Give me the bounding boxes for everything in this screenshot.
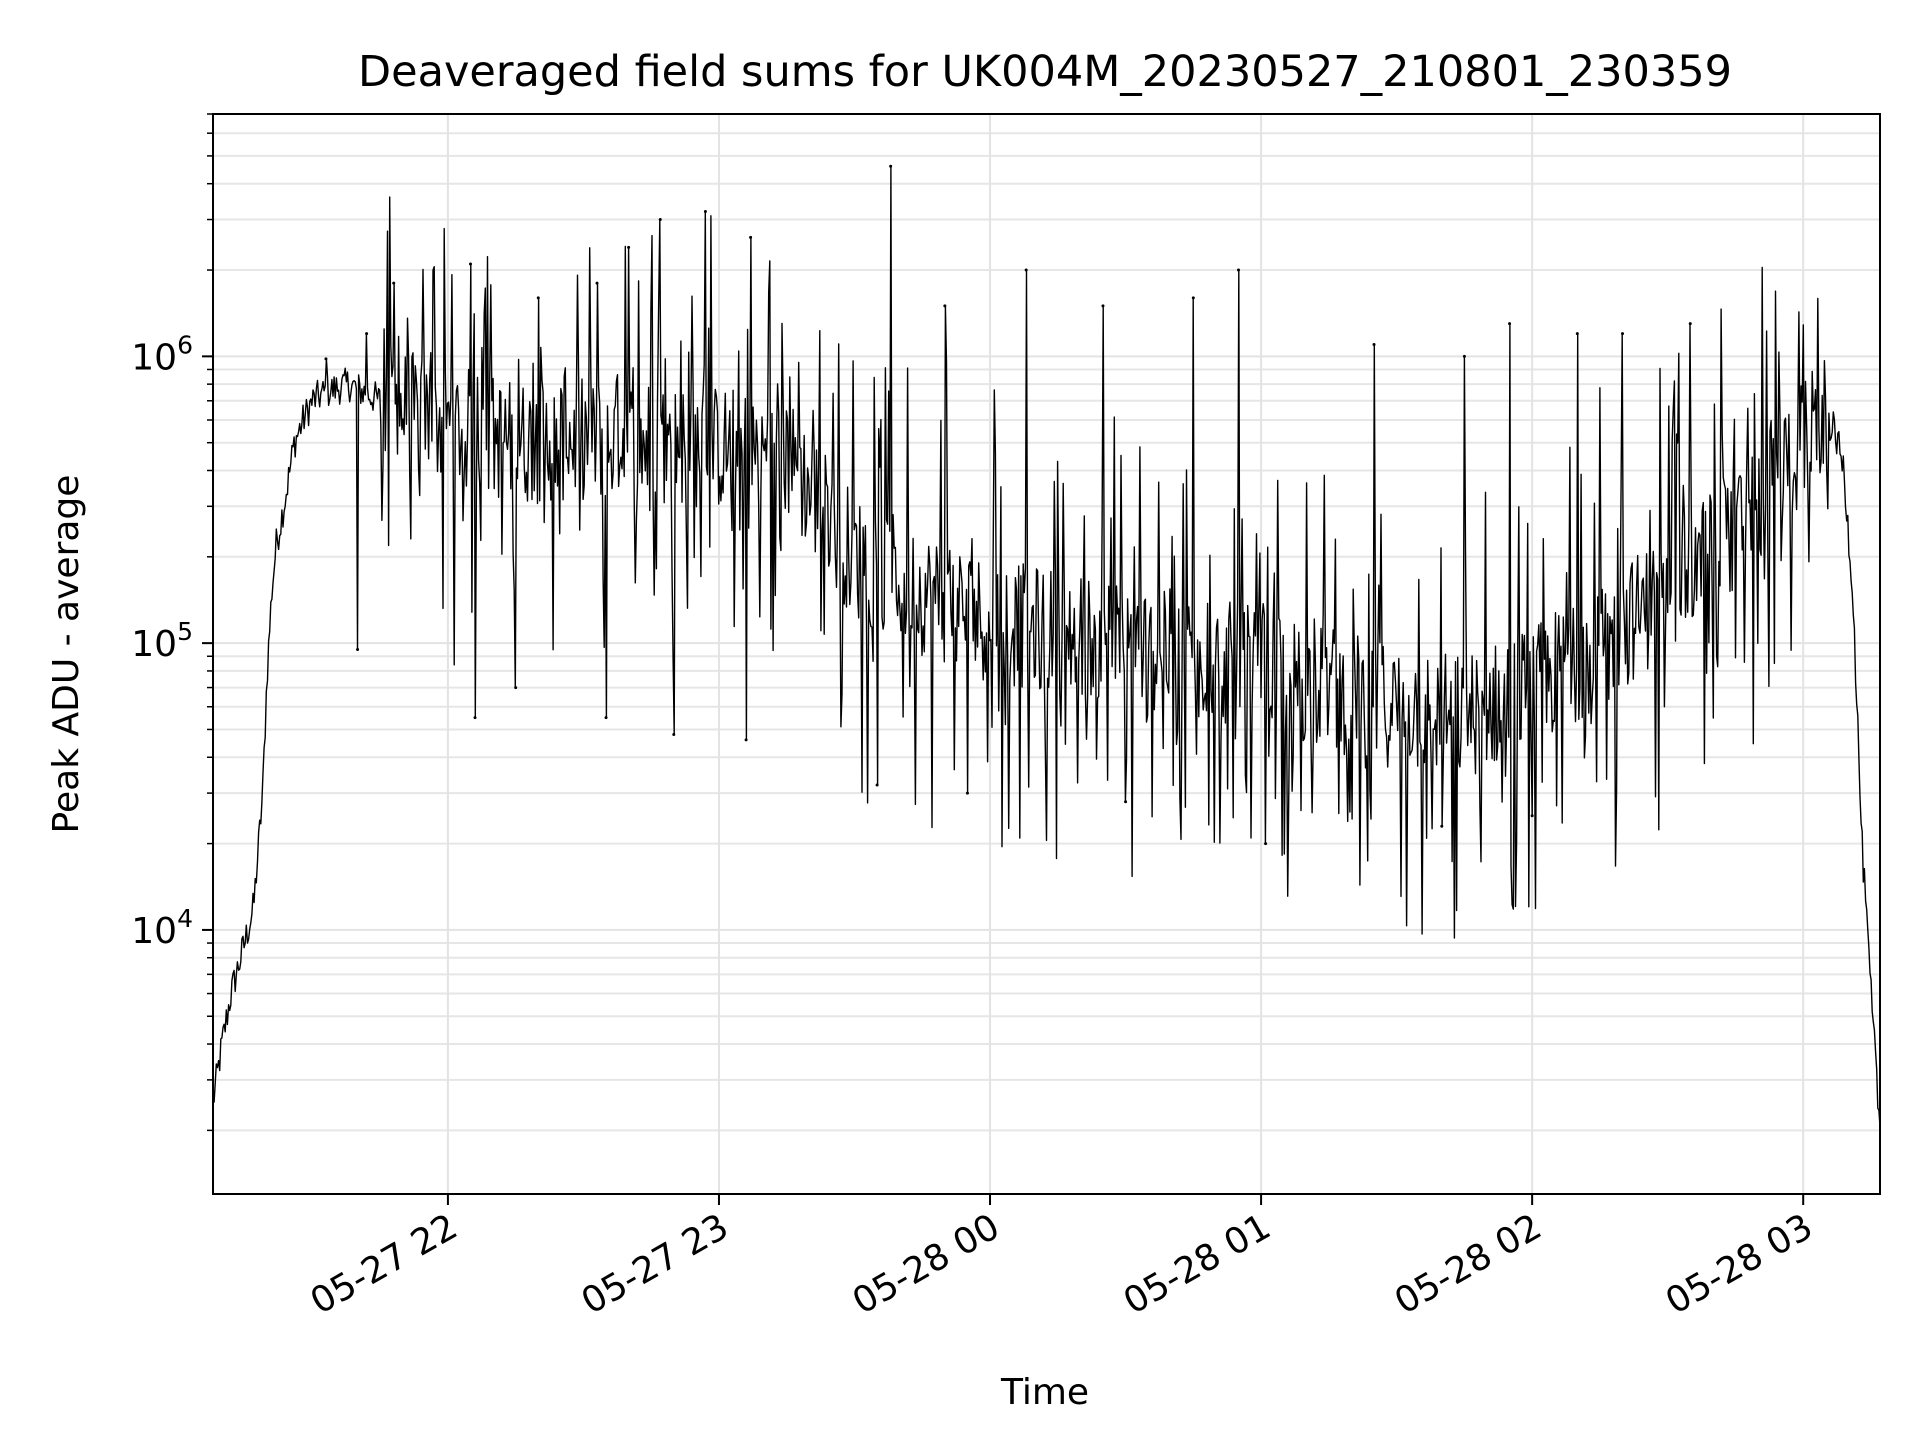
peak-point [365,332,369,336]
dip-point [514,686,518,690]
peak-point [536,296,540,300]
peak-point [1508,322,1512,326]
peak-point [392,281,396,285]
peak-point [1575,332,1579,336]
plot-frame [212,113,1881,1195]
dip-point [604,716,608,720]
peak-point [1462,354,1466,358]
peak-point [1236,268,1240,272]
peak-point [703,209,707,213]
y-tick-label: 105 [131,617,193,665]
y-tick-label: 104 [131,904,193,952]
peak-point [1024,268,1028,272]
dip-point [672,733,676,737]
dip-point [875,783,879,787]
dip-point [1440,824,1444,828]
dip-point [1530,814,1534,818]
y-tick-label: 106 [131,330,193,378]
dip-point [356,648,360,652]
peak-point [1372,342,1376,346]
peak-point [1620,332,1624,336]
chart-title: Deaveraged field sums for UK004M_2023052… [358,47,1732,97]
peak-point [943,304,947,308]
series-layer [212,164,1881,1127]
peak-point [627,245,631,249]
peak-point [469,262,473,266]
dip-point [965,791,969,795]
y-axis-label: Peak ADU - average [46,475,87,834]
dip-point [1264,842,1268,846]
peak-point [1101,304,1105,308]
peak-point [658,218,662,222]
peak-point [889,164,893,168]
x-axis-label: Time [1000,1372,1089,1413]
peak-point [1688,322,1692,326]
peak-point [595,281,599,285]
peak-point [749,235,753,239]
dip-point [1124,800,1128,804]
series-line [212,165,1881,1127]
peak-point [1191,296,1195,300]
dip-point [473,716,477,720]
peak-point [324,357,328,361]
dip-point [744,738,748,742]
